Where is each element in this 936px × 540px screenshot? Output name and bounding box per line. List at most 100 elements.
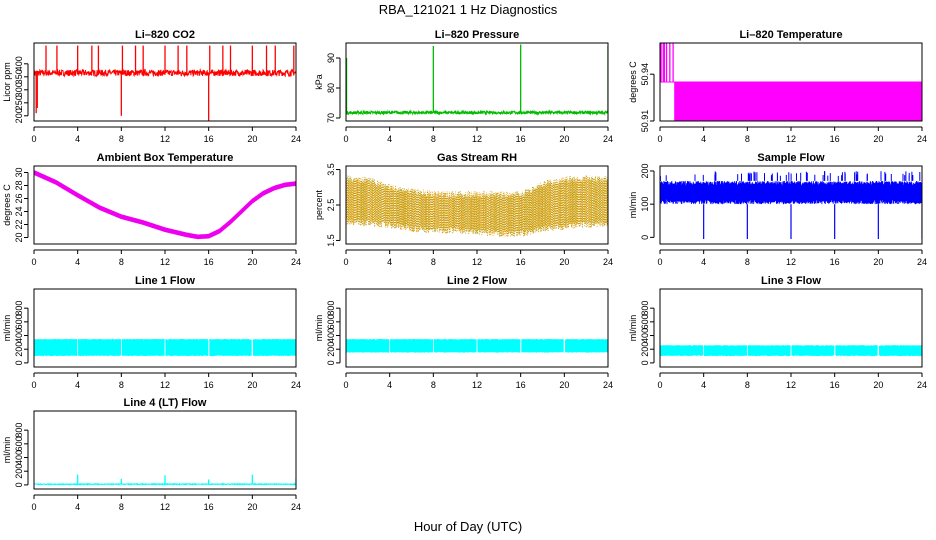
x-tick-label: 0: [31, 257, 36, 267]
panel-0: Li–820 CO2 Licor ppm 0 4 8 12 16 20 24 2002503003…: [2, 29, 301, 144]
x-tick-label: 24: [917, 257, 927, 267]
y-tick-label: 100: [640, 197, 650, 212]
x-tick-label: 20: [559, 380, 569, 390]
plot-area: [346, 338, 608, 353]
x-tick-label: 12: [786, 257, 796, 267]
panel-ylabel: degrees C: [628, 61, 638, 103]
x-tick-label: 8: [431, 134, 436, 144]
plot-area: [660, 345, 922, 357]
x-tick-label: 4: [75, 134, 80, 144]
y-tick-label: 600: [640, 314, 650, 329]
series-line: [346, 338, 608, 353]
y-tick-label: 200: [640, 163, 650, 178]
x-tick-label: 0: [31, 134, 36, 144]
x-tick-label: 24: [291, 134, 301, 144]
x-tick-label: 12: [786, 134, 796, 144]
x-tick-label: 8: [745, 257, 750, 267]
x-tick-label: 20: [247, 380, 257, 390]
x-tick-label: 24: [603, 380, 613, 390]
x-tick-label: 24: [917, 380, 927, 390]
panel-title: Li–820 CO2: [135, 29, 195, 41]
panel-4: Gas Stream RH percent 0 4 8 12 16 20 24 1.5 2.5 3.5: [314, 152, 613, 267]
panel-9: Line 4 (LT) Flow ml/min 0 4 8 12 16 20 24 0 200400…: [2, 397, 301, 512]
x-tick-label: 0: [657, 134, 662, 144]
x-tick-label: 4: [387, 257, 392, 267]
plot-frame: [33, 410, 297, 490]
x-tick-label: 20: [873, 257, 883, 267]
x-tick-label: 4: [75, 380, 80, 390]
x-tick-label: 8: [119, 380, 124, 390]
x-tick-label: 8: [119, 257, 124, 267]
y-tick-label: 26: [14, 193, 24, 203]
plot-frame: [659, 42, 923, 122]
y-tick-label: 400: [640, 328, 650, 343]
panel-ylabel: kPa: [314, 74, 324, 90]
y-tick-label: 22: [14, 219, 24, 229]
figure-title: RBA_121021 1 Hz Diagnostics: [379, 2, 558, 17]
x-tick-label: 12: [786, 380, 796, 390]
x-tick-label: 8: [431, 257, 436, 267]
x-tick-label: 0: [31, 502, 36, 512]
x-tick-label: 20: [247, 502, 257, 512]
y-tick-label: 600: [14, 436, 24, 451]
y-tick-label: 50.94: [640, 63, 650, 86]
y-tick-label: 70: [326, 113, 336, 123]
x-tick-label: 4: [75, 502, 80, 512]
y-tick-label: 600: [326, 314, 336, 329]
series-line: [660, 180, 922, 205]
plot-frame: [345, 288, 609, 368]
x-tick-label: 8: [745, 134, 750, 144]
plot-frame: [33, 42, 297, 122]
y-tick-label: 350: [14, 69, 24, 84]
x-tick-label: 4: [387, 380, 392, 390]
plot-area: [346, 44, 608, 116]
x-tick-label: 8: [119, 134, 124, 144]
plot-area: [34, 45, 296, 121]
x-tick-label: 20: [247, 134, 257, 144]
x-tick-label: 12: [472, 257, 482, 267]
x-tick-label: 20: [559, 134, 569, 144]
x-tick-label: 16: [204, 134, 214, 144]
series-line: [34, 68, 296, 78]
x-tick-label: 16: [516, 134, 526, 144]
x-tick-label: 0: [657, 257, 662, 267]
y-tick-label: 0: [14, 482, 24, 487]
x-tick-label: 20: [873, 380, 883, 390]
y-tick-label: 300: [14, 82, 24, 97]
x-tick-label: 24: [603, 134, 613, 144]
series-fill: [674, 82, 922, 121]
x-tick-label: 8: [431, 380, 436, 390]
x-tick-label: 12: [160, 502, 170, 512]
y-tick-label: 400: [14, 328, 24, 343]
panel-ylabel: ml/min: [314, 315, 324, 342]
x-tick-label: 12: [160, 134, 170, 144]
panel-ylabel: ml/min: [628, 315, 638, 342]
y-tick-label: 2.5: [326, 199, 336, 212]
y-tick-label: 3.5: [326, 163, 336, 176]
plot-area: [346, 175, 608, 237]
plot-frame: [659, 165, 923, 245]
y-tick-label: 0: [640, 235, 650, 240]
x-tick-label: 24: [603, 257, 613, 267]
panel-ylabel: degrees C: [2, 184, 12, 226]
plot-area: [34, 474, 296, 487]
x-tick-label: 0: [343, 380, 348, 390]
x-tick-label: 20: [873, 134, 883, 144]
plot-frame: [345, 165, 609, 245]
x-tick-label: 12: [160, 380, 170, 390]
y-tick-label: 400: [14, 450, 24, 465]
panel-8: Line 3 Flow ml/min 0 4 8 12 16 20 24 0 20040060080…: [628, 275, 927, 390]
panel-title: Ambient Box Temperature: [97, 152, 234, 164]
x-tick-label: 4: [701, 134, 706, 144]
plot-frame: [659, 288, 923, 368]
x-tick-label: 4: [701, 257, 706, 267]
x-tick-label: 4: [701, 380, 706, 390]
y-tick-label: 200: [14, 108, 24, 123]
y-tick-label: 30: [14, 167, 24, 177]
y-tick-label: 200: [14, 342, 24, 357]
y-tick-label: 80: [326, 83, 336, 93]
y-tick-label: 400: [14, 56, 24, 71]
x-tick-label: 0: [657, 380, 662, 390]
y-tick-label: 200: [640, 342, 650, 357]
y-tick-label: 800: [14, 423, 24, 438]
